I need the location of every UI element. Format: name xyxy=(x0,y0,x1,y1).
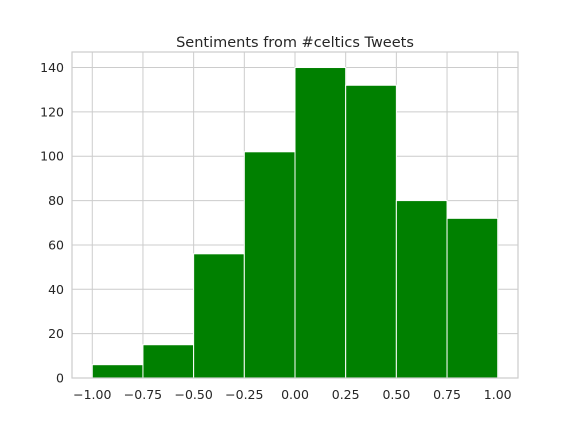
histogram-bar xyxy=(345,84,397,379)
x-tick-label: −0.75 xyxy=(124,387,162,402)
x-tick-label: 1.00 xyxy=(484,387,512,402)
y-tick-label: 100 xyxy=(40,149,64,164)
x-tick-label: 0.00 xyxy=(281,387,309,402)
y-tick-label: 20 xyxy=(48,326,64,341)
histogram-bar xyxy=(91,364,144,379)
histogram-bars xyxy=(91,67,499,379)
y-tick-label: 40 xyxy=(48,282,64,297)
x-tick-label: −0.50 xyxy=(174,387,212,402)
x-tick-label: 0.50 xyxy=(382,387,410,402)
x-tick-label: 0.25 xyxy=(332,387,360,402)
y-tick-label: 140 xyxy=(40,60,64,75)
y-tick-label: 80 xyxy=(48,193,64,208)
y-tick-label: 60 xyxy=(48,237,64,252)
y-tick-label: 0 xyxy=(56,371,64,386)
histogram-bar xyxy=(142,344,195,379)
x-tick-label: −0.25 xyxy=(225,387,263,402)
histogram-bar xyxy=(446,217,499,379)
y-tick-labels: 0 20 40 60 80 100 120 140 xyxy=(40,60,64,385)
histogram-bar xyxy=(243,151,296,379)
histogram-bar xyxy=(294,67,347,379)
chart-title: Sentiments from #celtics Tweets xyxy=(176,35,414,51)
y-tick-label: 120 xyxy=(40,104,64,119)
axes-frame xyxy=(71,51,519,379)
x-tick-label: −1.00 xyxy=(73,387,111,402)
histogram-bar xyxy=(395,200,448,379)
x-tick-label: 0.75 xyxy=(433,387,461,402)
x-tick-labels: −1.00 −0.75 −0.50 −0.25 0.00 0.25 0.50 0.75 1.00 xyxy=(73,387,512,402)
histogram-bar xyxy=(193,253,245,379)
